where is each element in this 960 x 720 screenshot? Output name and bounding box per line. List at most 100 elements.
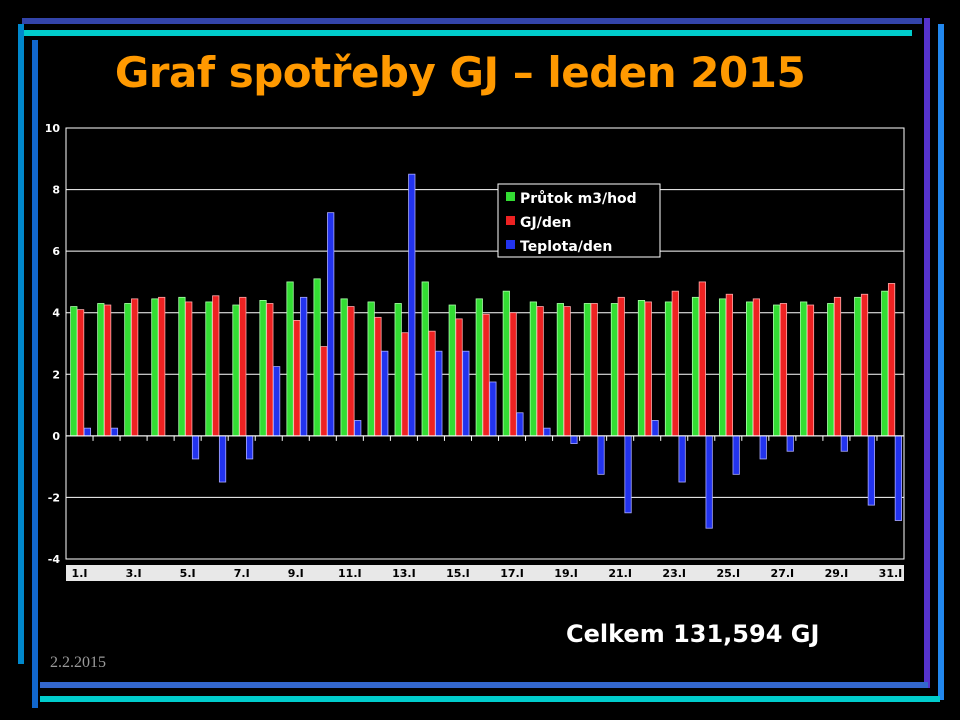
bar-2-8.I: [273, 366, 281, 437]
bar-2-25.I: [732, 435, 740, 475]
bar-1-4.I: [158, 296, 166, 437]
bar-0-19.I: [556, 303, 564, 437]
legend-swatch-flow: [506, 192, 515, 201]
bar-2-17.I: [516, 412, 524, 437]
x-tick-label: 13.I: [392, 567, 416, 580]
y-tick-label: 4: [52, 307, 60, 320]
x-axis: 1.I 3.I 5.I 7.I 9.I 11.I 13.I 15.I 17.I 19.I 21.I 2…: [65, 435, 905, 581]
bar-2-24.I: [705, 435, 713, 529]
frame-line-bottom: [40, 682, 928, 688]
bar-0-9.I: [286, 281, 294, 437]
x-tick-label: 5.I: [180, 567, 196, 580]
legend-label-gj: GJ/den: [520, 215, 571, 231]
bar-0-20.I: [583, 303, 592, 437]
total-consumption: Celkem 131,594 GJ: [566, 620, 820, 648]
slide-date: 2.2.2015: [50, 654, 106, 671]
bar-2-2.I: [110, 427, 119, 437]
bar-1-12.I: [374, 316, 382, 437]
bar-1-3.I: [131, 298, 139, 437]
x-tick-label: 1.I: [72, 567, 88, 580]
bar-0-12.I: [367, 301, 375, 437]
y-tick-label: 8: [52, 184, 60, 197]
x-tick-label: 23.I: [662, 567, 686, 580]
bar-2-16.I: [489, 381, 497, 437]
bar-2-10.I: [327, 212, 335, 437]
bar-2-23.I: [678, 435, 686, 483]
bar-0-29.I: [827, 303, 835, 437]
bar-0-30.I: [854, 296, 862, 437]
bar-1-5.I: [185, 301, 193, 437]
bar-0-15.I: [448, 304, 456, 437]
bar-0-2.I: [97, 303, 105, 437]
frame-line-top-inner: [22, 30, 912, 36]
x-tick-label: 19.I: [554, 567, 578, 580]
bar-2-11.I: [354, 420, 362, 437]
bar-1-22.I: [644, 301, 652, 437]
bar-0-23.I: [664, 301, 673, 437]
bar-0-4.I: [151, 298, 159, 437]
frame-line-left-inner: [32, 40, 38, 708]
bar-1-29.I: [833, 296, 842, 437]
bar-2-14.I: [435, 350, 443, 437]
bar-1-20.I: [590, 303, 598, 437]
bar-0-13.I: [394, 303, 402, 437]
bar-0-7.I: [232, 304, 240, 437]
x-tick-label: 25.I: [716, 567, 740, 580]
bar-0-21.I: [610, 303, 619, 437]
bar-2-1.I: [83, 427, 91, 437]
bar-1-27.I: [779, 303, 788, 437]
bar-1-30.I: [860, 293, 869, 437]
bar-2-31.I: [894, 435, 902, 521]
bar-2-15.I: [462, 350, 470, 437]
bar-1-28.I: [806, 304, 815, 437]
bar-2-29.I: [840, 435, 848, 452]
x-tick-label: 9.I: [288, 567, 304, 580]
y-tick-label: 0: [52, 430, 60, 443]
bar-2-9.I: [300, 296, 308, 437]
bar-2-13.I: [408, 173, 416, 437]
bar-1-10.I: [320, 346, 328, 437]
y-tick-label: 10: [45, 122, 61, 135]
bar-0-6.I: [205, 301, 213, 437]
bar-2-22.I: [651, 420, 659, 437]
bar-2-12.I: [381, 350, 389, 437]
frame-line-top: [22, 18, 922, 24]
bar-1-24.I: [698, 281, 706, 437]
bar-0-5.I: [178, 296, 186, 437]
frame-line-right: [924, 18, 930, 688]
bar-1-8.I: [266, 303, 274, 437]
bar-1-16.I: [482, 313, 490, 437]
x-axis-band: [66, 565, 904, 581]
slide-title: Graf spotřeby GJ – leden 2015: [114, 48, 806, 97]
x-tick-label: 21.I: [608, 567, 632, 580]
bar-0-26.I: [746, 301, 754, 437]
bar-2-21.I: [624, 435, 632, 514]
bar-1-23.I: [671, 290, 679, 437]
frame-line-right-inner: [938, 24, 944, 700]
bar-0-25.I: [718, 298, 727, 437]
bar-1-2.I: [104, 304, 112, 437]
bar-2-27.I: [786, 435, 794, 452]
x-tick-label: 17.I: [500, 567, 524, 580]
bar-0-1.I: [70, 306, 78, 437]
bar-1-15.I: [455, 318, 463, 437]
bar-2-20.I: [597, 435, 605, 475]
bar-1-13.I: [401, 332, 409, 437]
bar-0-27.I: [773, 304, 781, 437]
x-tick-label: 31.I: [879, 567, 903, 580]
bar-0-11.I: [340, 298, 348, 437]
legend-label-flow: Průtok m3/hod: [520, 190, 637, 207]
x-tick-label: 11.I: [338, 567, 362, 580]
y-tick-label: 6: [52, 245, 60, 258]
bar-1-7.I: [239, 296, 247, 437]
legend-swatch-temp: [506, 240, 515, 249]
bar-1-9.I: [293, 320, 301, 437]
bar-0-10.I: [313, 278, 321, 437]
legend: Průtok m3/hod GJ/den Teplota/den: [497, 183, 661, 258]
bar-1-25.I: [725, 293, 733, 437]
bar-2-7.I: [245, 435, 254, 460]
x-tick-label: 29.I: [825, 567, 849, 580]
bar-0-16.I: [475, 298, 483, 437]
bar-0-18.I: [529, 301, 537, 437]
y-tick-label: -4: [48, 553, 61, 566]
